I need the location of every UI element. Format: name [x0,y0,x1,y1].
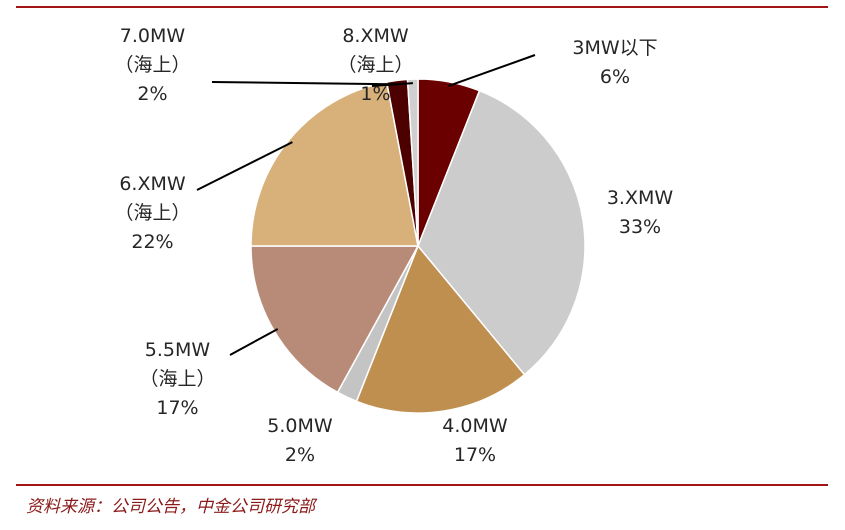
slice-label-3mw-below: 3MW以下 6% [572,37,658,88]
slice-label-5-0mw: 5.0MW 2% [267,415,333,466]
slice-label-7-0mw: 7.0MW （海上） 2% [114,25,191,105]
pie-slice-s4 [355,244,526,414]
top-rule [16,6,828,8]
leader-line-s55 [229,328,279,356]
slice-label-6-xmw: 6.XMW （海上） 22% [114,173,191,253]
source-note: 资料来源：公司公告，中金公司研究部 [26,497,315,517]
leader-line-s3 [448,54,536,87]
leader-line-s8x [371,82,413,87]
pie-slice-s8x [406,78,419,247]
pie-slice-s6x [250,81,419,247]
leader-line-s6x [196,141,293,191]
slice-label-5-5mw: 5.5MW （海上） 17% [139,339,216,419]
leader-line-s7 [211,81,398,86]
slice-label-8-xmw: 8.XMW （海上） 1% [337,25,414,105]
slice-label-4-0mw: 4.0MW 17% [442,415,508,466]
slice-label-3-xmw: 3.XMW 33% [606,187,674,238]
pie-slice-s3x [417,89,586,376]
bottom-rule [16,484,828,486]
